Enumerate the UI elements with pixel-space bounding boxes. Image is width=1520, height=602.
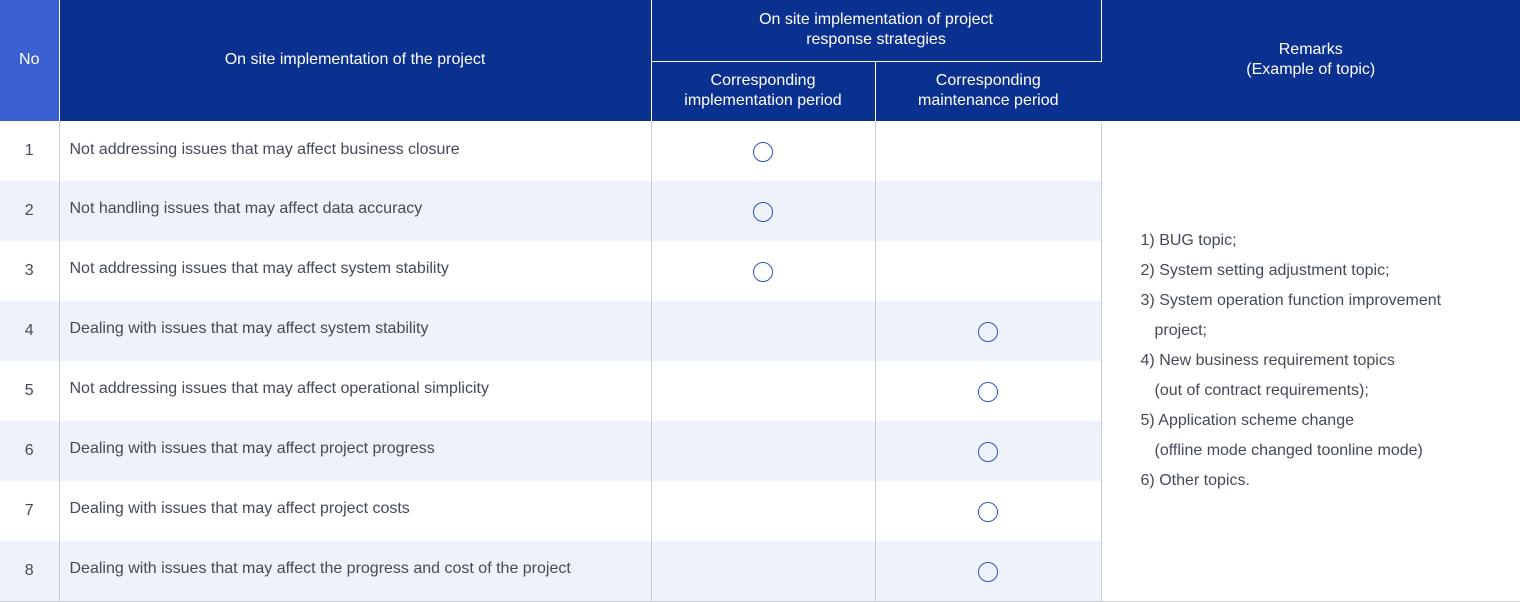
circle-mark-icon: [978, 382, 998, 403]
implementation-cell: [651, 361, 876, 422]
header-strategies-line2: response strategies: [806, 31, 946, 49]
circle-mark-icon: [753, 262, 773, 283]
implementation-cell: [651, 541, 876, 602]
row-description: Dealing with issues that may affect syst…: [59, 301, 652, 362]
header-implementation-period: Corresponding implementation period: [651, 61, 876, 122]
implementation-cell: [651, 181, 876, 242]
maintenance-cell: [875, 541, 1102, 602]
row-number: 5: [0, 361, 60, 422]
row-description: Dealing with issues that may affect proj…: [59, 481, 652, 542]
header-project: On site implementation of the project: [59, 0, 652, 122]
row-description: Not addressing issues that may affect sy…: [59, 241, 652, 302]
header-strategies: On site implementation of project respon…: [651, 0, 1102, 62]
row-description: Not handling issues that may affect data…: [59, 181, 652, 242]
table-row: 8 Dealing with issues that may affect th…: [0, 541, 1520, 602]
remarks-cell: 1) BUG topic; 2) System setting adjustme…: [1101, 121, 1520, 602]
implementation-cell: [651, 481, 876, 542]
row-number: 4: [0, 301, 60, 362]
remarks-item-continuation: (offline mode changed toonline mode): [1154, 442, 1423, 460]
row-description: Not addressing issues that may affect bu…: [59, 121, 652, 182]
table-row: 5 Not addressing issues that may affect …: [0, 361, 1520, 422]
maintenance-cell: [875, 361, 1102, 422]
header-impl-line1: Corresponding: [710, 72, 816, 89]
header-remarks-line2: (Example of topic): [1246, 61, 1376, 79]
circle-mark-icon: [978, 442, 998, 463]
maintenance-cell: [875, 481, 1102, 542]
header-remarks: Remarks (Example of topic): [1101, 0, 1520, 122]
row-description: Dealing with issues that may affect proj…: [59, 421, 652, 482]
remarks-item: 1) BUG topic;: [1140, 232, 1237, 250]
row-number: 2: [0, 181, 60, 242]
table-row: 3 Not addressing issues that may affect …: [0, 241, 1520, 302]
row-number: 1: [0, 121, 60, 182]
header-strategies-line1: On site implementation of project: [759, 11, 993, 29]
remarks-list: 1) BUG topic; 2) System setting adjustme…: [1141, 226, 1500, 496]
implementation-cell: [651, 301, 876, 362]
table-row: 2 Not handling issues that may affect da…: [0, 181, 1520, 242]
remarks-item: 2) System setting adjustment topic;: [1140, 262, 1390, 280]
circle-mark-icon: [978, 562, 998, 583]
remarks-item-continuation: project;: [1154, 322, 1207, 340]
row-number: 3: [0, 241, 60, 302]
maintenance-cell: [875, 181, 1102, 242]
table-row: 4 Dealing with issues that may affect sy…: [0, 301, 1520, 362]
header-maint-line2: maintenance period: [917, 92, 1059, 109]
row-number: 7: [0, 481, 60, 542]
implementation-cell: [651, 121, 876, 182]
table-row: 1 Not addressing issues that may affect …: [0, 121, 1520, 602]
maintenance-cell: [875, 241, 1102, 302]
table-row: 6 Dealing with issues that may affect pr…: [0, 421, 1520, 482]
remarks-item: 6) Other topics.: [1140, 472, 1250, 490]
remarks-item: 3) System operation function improvement: [1140, 292, 1442, 310]
table-row: 7 Dealing with issues that may affect pr…: [0, 481, 1520, 542]
row-number: 6: [0, 421, 60, 482]
table-body: 1 Not addressing issues that may affect …: [0, 121, 1520, 602]
maintenance-cell: [875, 121, 1102, 182]
circle-mark-icon: [978, 322, 998, 343]
circle-mark-icon: [753, 202, 773, 223]
maintenance-cell: [875, 301, 1102, 362]
header-remarks-line1: Remarks: [1278, 41, 1343, 59]
remarks-item: 4) New business requirement topics: [1140, 352, 1395, 370]
implementation-cell: [651, 241, 876, 302]
header-no: No: [0, 0, 60, 122]
implementation-cell: [651, 421, 876, 482]
remarks-item-continuation: (out of contract requirements);: [1154, 382, 1369, 400]
row-description: Not addressing issues that may affect op…: [59, 361, 652, 422]
header-impl-line2: implementation period: [684, 92, 842, 109]
maintenance-cell: [875, 421, 1102, 482]
remarks-item: 5) Application scheme change: [1140, 412, 1354, 430]
row-description: Dealing with issues that may affect the …: [59, 541, 652, 602]
circle-mark-icon: [978, 502, 998, 523]
header-maintenance-period: Corresponding maintenance period: [875, 61, 1102, 122]
circle-mark-icon: [753, 142, 773, 163]
row-number: 8: [0, 541, 60, 602]
header-maint-line1: Corresponding: [935, 72, 1041, 89]
